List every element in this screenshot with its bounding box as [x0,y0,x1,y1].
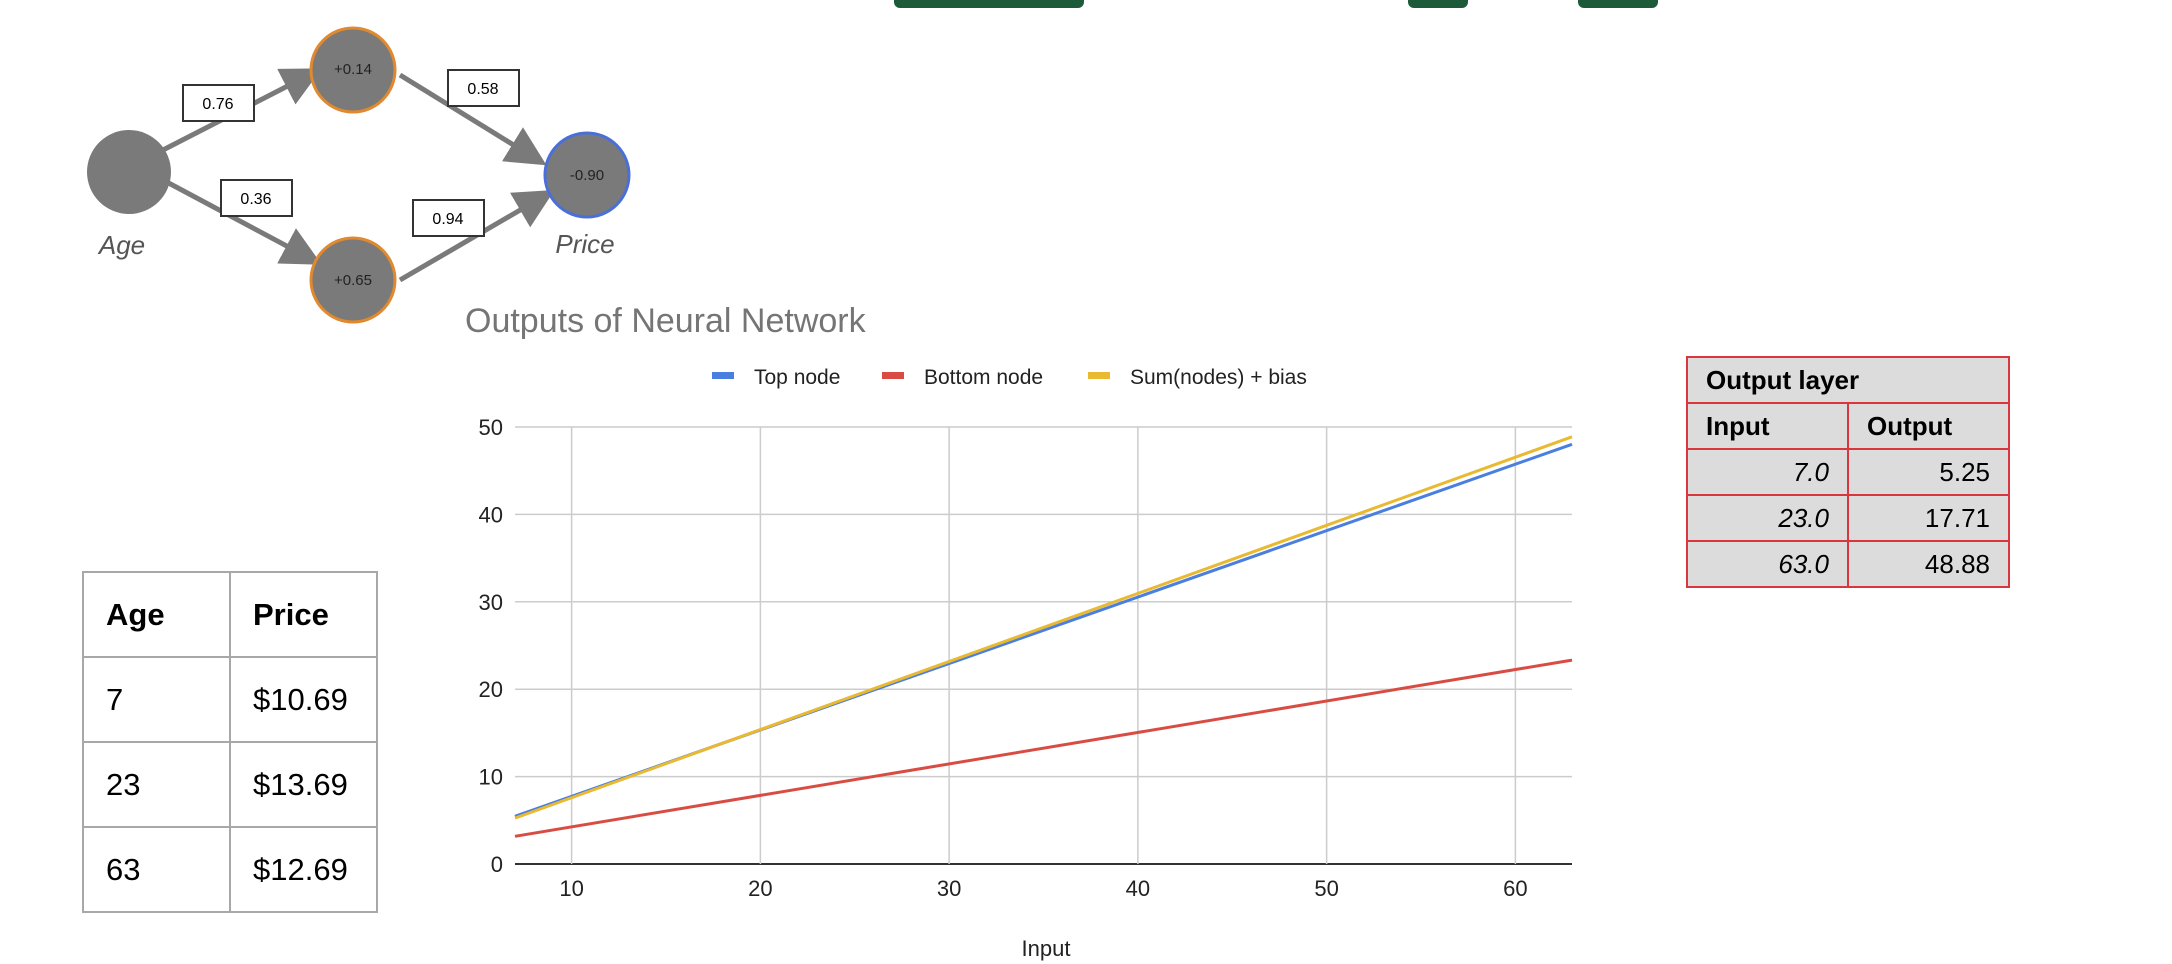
series-line [514,435,1573,820]
output-table-title-row: Output layer [1686,356,2010,404]
input-cell: 23.0 [1686,494,1849,542]
y-tick-label: 20 [479,677,503,702]
weight-box-top-output [447,69,520,107]
neural-network-diagram: +0.14 +0.65 -0.90 0.76 0.36 0.58 0.94 Ag… [87,26,631,324]
input-cell: 7.0 [1686,448,1849,496]
output-table-header-row: Input Output [1686,402,2010,450]
table-row: 63.0 48.88 [1686,540,2010,588]
input-node-label: Age [97,230,145,260]
column-header-age: Age [82,571,231,658]
price-cell: $12.69 [229,826,378,913]
table-row: 63 $12.69 [82,826,378,913]
y-tick-label: 30 [479,590,503,615]
weight-box-input-bottom [220,179,293,217]
x-axis-ticks: 10 20 30 40 50 60 [559,876,1527,901]
legend-label: Bottom node [924,366,1043,389]
legend-label: Sum(nodes) + bias [1130,366,1307,389]
chart-grid [515,426,1572,865]
output-cell: 48.88 [1847,540,2010,588]
x-tick-label: 50 [1314,876,1338,901]
slide-header-strip [860,0,1660,8]
age-price-table: Age Price 7 $10.69 23 $13.69 63 $12.69 [82,571,378,913]
hidden-node-bottom [309,236,397,324]
chart-legend: Top node Bottom node Sum(nodes) + bias [712,366,1307,389]
hidden-node-top [309,26,397,114]
table-row: 7 $10.69 [82,656,378,743]
chart-title: Outputs of Neural Network [465,302,867,340]
output-node [543,131,631,219]
price-cell: $13.69 [229,741,378,828]
x-tick-label: 10 [559,876,583,901]
age-cell: 7 [82,656,231,743]
output-table-title: Output layer [1686,356,2010,404]
age-cell: 63 [82,826,231,913]
weight-box-bottom-output [412,199,485,237]
y-axis-ticks: 0 10 20 30 40 50 [479,415,503,877]
weight-top-output: 0.58 [467,81,498,98]
legend-swatch [712,372,734,379]
x-axis-label: Input [1022,936,1071,961]
legend-label: Top node [754,366,840,389]
x-tick-label: 30 [937,876,961,901]
column-header-price: Price [229,571,378,658]
x-tick-label: 20 [748,876,772,901]
column-header-output: Output [1847,402,2010,450]
weight-input-top: 0.76 [202,96,233,113]
price-cell: $10.69 [229,656,378,743]
header-strip-segment [894,0,1084,8]
top-node-bias: +0.14 [334,61,372,78]
y-tick-label: 50 [479,415,503,440]
output-layer-table: Output layer Input Output 7.0 5.25 23.0 … [1686,356,2010,588]
weight-input-bottom: 0.36 [240,191,271,208]
x-tick-label: 40 [1126,876,1150,901]
y-tick-label: 10 [479,765,503,790]
column-header-input: Input [1686,402,1849,450]
edge-input-bottom [161,177,322,265]
line-chart: Outputs of Neural Network Top node Bottom… [465,302,1573,961]
bottom-node-bias: +0.65 [334,272,372,289]
input-cell: 63.0 [1686,540,1849,588]
weight-box-input-top [182,84,255,122]
output-node-label: Price [555,229,614,259]
age-cell: 23 [82,741,231,828]
legend-swatch [1088,372,1110,379]
header-strip-segment [1578,0,1658,8]
x-tick-label: 60 [1503,876,1527,901]
y-tick-label: 40 [479,502,503,527]
series-line [514,658,1573,838]
input-node [87,130,171,214]
output-node-bias: -0.90 [570,167,604,184]
output-cell: 17.71 [1847,494,2010,542]
weight-bottom-output: 0.94 [432,211,463,228]
table-row: 23.0 17.71 [1686,494,2010,542]
table-row: 23 $13.69 [82,741,378,828]
header-strip-segment [1408,0,1468,8]
edge-top-output [398,72,547,166]
edge-bottom-output [398,189,555,283]
y-tick-label: 0 [491,852,503,877]
table-header-row: Age Price [82,571,378,658]
chart-series [514,435,1573,838]
legend-swatch [882,372,904,379]
table-row: 7.0 5.25 [1686,448,2010,496]
output-cell: 5.25 [1847,448,2010,496]
